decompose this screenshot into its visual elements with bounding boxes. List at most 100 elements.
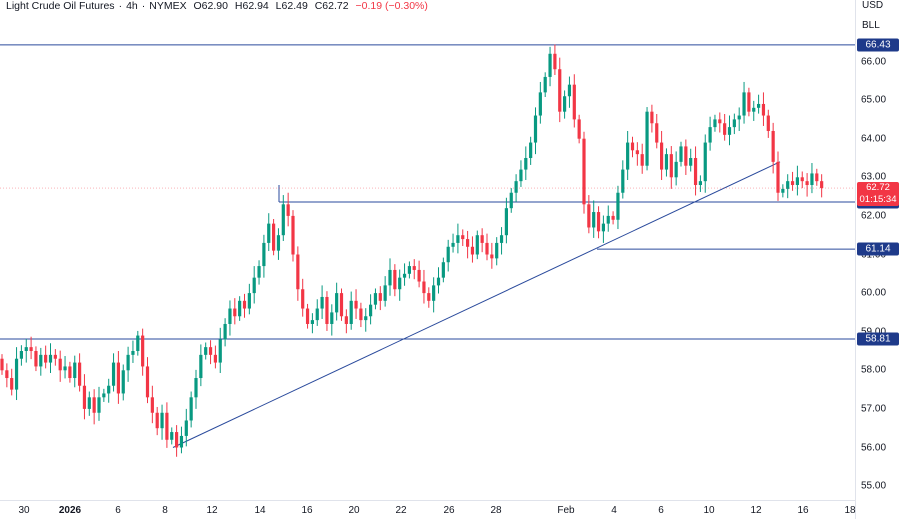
candle-body <box>369 304 373 317</box>
candle-body <box>247 293 251 309</box>
candle-body <box>800 177 804 182</box>
candle-body <box>412 266 416 270</box>
time-tick: 4 <box>611 505 617 516</box>
candle-body <box>732 119 736 128</box>
candle-body <box>669 154 673 178</box>
time-axis[interactable]: 30 2026 6 8 12 14 16 20 22 26 28 Feb 4 6 10 12 16 18 <box>0 500 856 520</box>
ohlc-open: O62.90 <box>193 0 228 12</box>
candle-body <box>335 293 339 313</box>
candle-body <box>543 76 547 93</box>
current-price-tag: 62.72 01:15:34 <box>857 182 899 207</box>
candle-body <box>107 385 111 394</box>
price-tick: 57.00 <box>861 403 887 415</box>
price-tick: 64.00 <box>861 133 887 145</box>
candle-body <box>92 397 96 413</box>
candle-body <box>286 204 290 216</box>
time-tick: 6 <box>658 505 664 516</box>
candle-body <box>296 254 300 290</box>
candle-body <box>815 173 819 182</box>
candle-body <box>97 397 101 413</box>
candle-body <box>10 378 14 390</box>
candle-body <box>407 266 411 274</box>
candle-body <box>58 358 62 371</box>
candle-body <box>422 281 426 294</box>
candle-body <box>747 92 751 112</box>
candle-body <box>272 223 276 251</box>
candle-body <box>305 308 310 324</box>
candle-body <box>87 397 91 409</box>
symbol-name[interactable]: Light Crude Oil Futures <box>6 0 115 12</box>
candle-body <box>441 262 445 278</box>
candle-body <box>587 204 591 228</box>
candle-body <box>606 215 610 224</box>
time-tick: 10 <box>703 505 715 516</box>
time-tick: 14 <box>254 505 266 516</box>
trend-line <box>172 161 781 448</box>
candle-body <box>136 335 140 351</box>
candle-body <box>679 146 683 162</box>
candle-body <box>238 300 242 317</box>
candle-body <box>141 335 145 367</box>
candle-body <box>529 142 533 158</box>
candle-body <box>208 347 213 355</box>
candle-body <box>723 123 727 135</box>
level-tag: 66.43 <box>857 38 899 52</box>
chart-area[interactable]: Light Crude Oil Futures · 4h · NYMEX O62.90 … <box>0 0 855 500</box>
candle-body <box>393 269 397 290</box>
candle-body <box>14 358 19 390</box>
candle-body <box>820 181 824 189</box>
timeframe[interactable]: 4h <box>126 0 138 12</box>
time-tick: 12 <box>750 505 762 516</box>
ticker-label: BLL <box>862 20 880 31</box>
candle-body <box>451 242 455 247</box>
candle-body <box>48 354 53 363</box>
candle-body <box>242 300 247 309</box>
candle-body <box>388 269 392 286</box>
price-tick: 55.00 <box>861 480 887 492</box>
candle-body <box>218 339 222 363</box>
candle-body <box>703 142 707 182</box>
candle-body <box>82 385 87 409</box>
candle-body <box>383 285 387 301</box>
candle-body <box>116 362 120 394</box>
candle-body <box>776 161 780 193</box>
candle-body <box>39 354 43 367</box>
candle-body <box>810 173 814 186</box>
candle-body <box>674 161 678 178</box>
candle-body <box>548 53 552 77</box>
candle-body <box>786 181 790 189</box>
candle-body <box>29 347 33 351</box>
candle-body <box>359 308 363 321</box>
candle-body <box>718 119 722 124</box>
candle-body <box>737 115 741 120</box>
time-tick: 6 <box>115 505 121 516</box>
price-axis[interactable]: USD BLL 66.0065.0064.0063.0062.0061.0060… <box>855 0 900 519</box>
candle-body <box>44 354 48 363</box>
candle-body <box>660 142 664 170</box>
candle-body <box>572 84 576 120</box>
candle-body <box>150 397 154 413</box>
candle-body <box>199 354 203 379</box>
candle-body <box>34 351 38 367</box>
candle-body <box>291 215 295 255</box>
candle-body <box>281 204 285 236</box>
candle-body <box>417 269 421 282</box>
candle-body <box>257 266 261 278</box>
currency-label[interactable]: USD <box>862 0 884 11</box>
price-tick: 60.00 <box>861 287 887 299</box>
price-chart[interactable] <box>0 0 855 500</box>
ohlc-high: H62.94 <box>234 0 269 12</box>
candle-body <box>213 354 217 363</box>
candle-body <box>727 127 732 135</box>
time-tick: 12 <box>206 505 218 516</box>
price-change: −0.19 (−0.30%) <box>355 0 428 12</box>
candle-body <box>693 158 698 186</box>
candle-body <box>432 285 436 301</box>
current-price-value: 62.72 <box>866 182 890 194</box>
candle-body <box>189 397 193 421</box>
candle-body <box>330 312 334 324</box>
candle-body <box>766 115 770 131</box>
candle-body <box>126 354 130 371</box>
candle-body <box>378 293 382 301</box>
candle-body <box>563 96 567 112</box>
